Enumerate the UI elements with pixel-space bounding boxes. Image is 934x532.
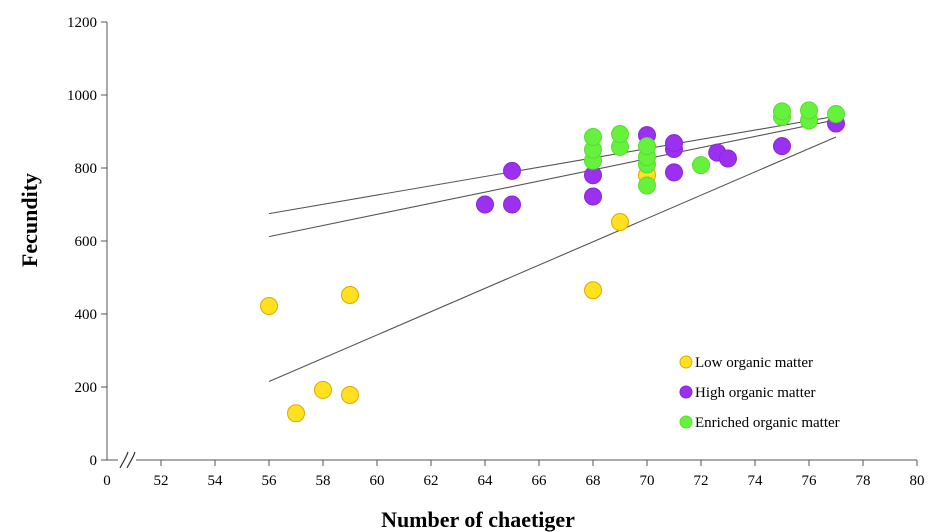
trendline-0 — [268, 136, 837, 383]
x-tick-label: 80 — [910, 473, 925, 489]
data-point-series-2 — [692, 156, 710, 175]
data-point-series-0 — [287, 404, 305, 423]
data-point-series-2 — [638, 176, 656, 195]
data-point-series-1 — [584, 187, 602, 206]
x-tick-label: 74 — [748, 473, 764, 489]
data-point-series-0 — [611, 213, 629, 232]
x-tick-label: 64 — [478, 473, 494, 489]
legend: Low organic matter High organic matter Enr… — [679, 355, 840, 431]
data-point-series-1 — [773, 137, 791, 156]
x-tick-label: 58 — [316, 473, 331, 489]
data-point-series-0 — [260, 296, 278, 315]
y-tick-label: 200 — [75, 380, 98, 396]
x-tick-label: 68 — [586, 473, 601, 489]
data-point-series-0 — [341, 286, 359, 305]
y-axis-ticks: 0 200 400 600 800 1000 1200 — [67, 15, 107, 469]
x-tick-label: 60 — [370, 473, 385, 489]
y-tick-label: 1200 — [67, 15, 97, 31]
legend-marker — [679, 355, 693, 369]
data-point-series-1 — [503, 161, 521, 180]
legend-marker — [679, 415, 693, 429]
data-point-series-2 — [584, 127, 602, 146]
data-point-series-1 — [476, 195, 494, 214]
legend-label: Enriched organic matter — [695, 415, 840, 431]
data-point-series-0 — [584, 281, 602, 300]
x-tick-label: 78 — [856, 473, 871, 489]
data-point-series-2 — [638, 137, 656, 156]
data-point-series-0 — [314, 380, 332, 399]
legend-marker — [679, 385, 693, 399]
x-tick-label: 56 — [262, 473, 278, 489]
x-tick-label: 52 — [154, 473, 169, 489]
y-tick-label: 1000 — [67, 88, 97, 104]
data-point-series-2 — [827, 104, 845, 123]
axes — [106, 22, 917, 469]
y-tick-label: 800 — [75, 161, 98, 177]
y-axis-title: Fecundity — [17, 173, 42, 267]
data-point-series-0 — [341, 386, 359, 405]
trendlines — [268, 115, 837, 383]
x-tick-label: 62 — [424, 473, 439, 489]
x-tick-label: 70 — [640, 473, 655, 489]
data-point-series-1 — [719, 149, 737, 168]
data-point-series-1 — [665, 134, 683, 153]
x-tick-label: 76 — [802, 473, 818, 489]
legend-label: High organic matter — [695, 385, 816, 401]
data-points — [260, 101, 845, 423]
data-point-series-1 — [665, 163, 683, 182]
data-point-series-1 — [503, 195, 521, 214]
axis-break-symbol — [119, 451, 136, 469]
x-tick-label: 72 — [694, 473, 709, 489]
x-tick-label: 66 — [532, 473, 548, 489]
x-tick-label: 54 — [208, 473, 224, 489]
trendline-1 — [268, 119, 837, 238]
x-tick-label: 0 — [103, 473, 111, 489]
y-tick-label: 0 — [90, 453, 98, 469]
y-tick-label: 600 — [75, 234, 98, 250]
y-tick-label: 400 — [75, 307, 98, 323]
trendline-2 — [268, 115, 837, 215]
x-axis-ticks: 0 52 54 56 58 60 62 64 66 68 70 72 74 76 78 80 — [103, 460, 925, 489]
data-point-series-2 — [611, 125, 629, 144]
x-axis-title: Number of chaetiger — [381, 507, 575, 532]
data-point-series-2 — [800, 101, 818, 120]
data-point-series-2 — [773, 102, 791, 121]
legend-label: Low organic matter — [695, 355, 813, 371]
